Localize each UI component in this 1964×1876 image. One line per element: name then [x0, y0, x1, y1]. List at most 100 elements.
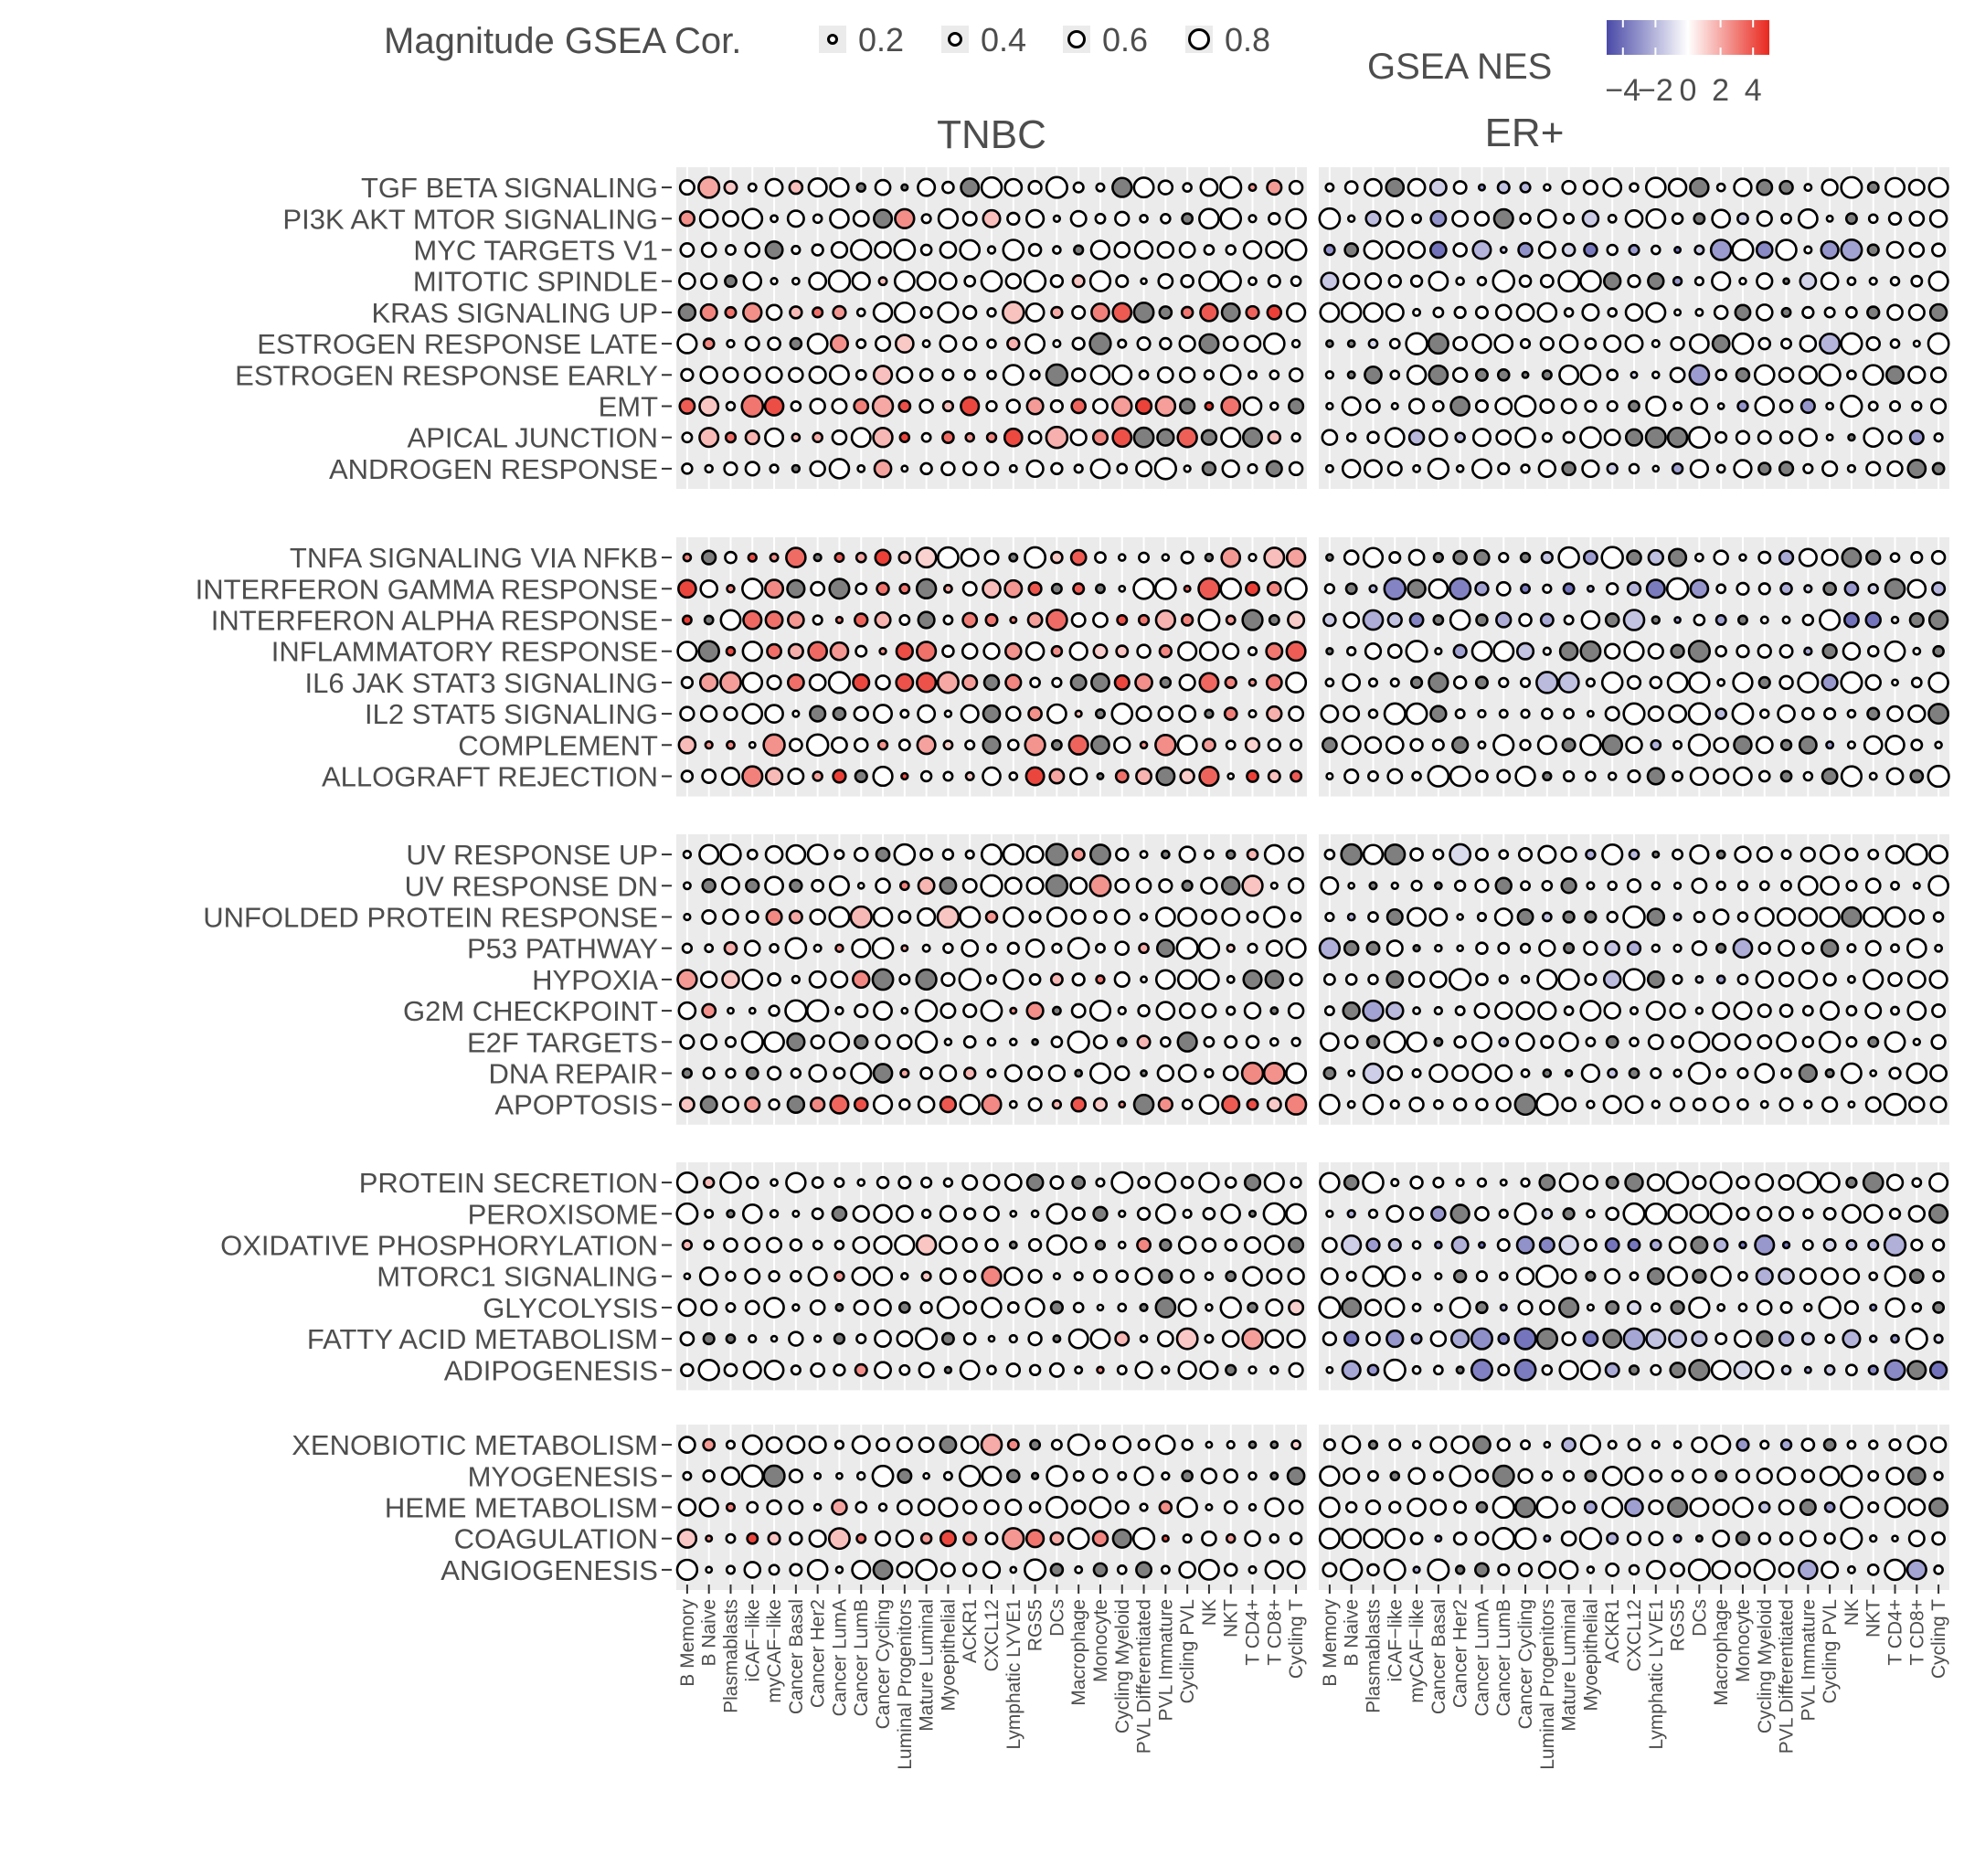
dot — [1137, 1438, 1151, 1452]
dot — [1691, 1330, 1708, 1348]
row-label: INFLAMMATORY RESPONSE — [271, 636, 658, 668]
dot — [1116, 1036, 1128, 1048]
dot — [702, 1437, 717, 1452]
dot — [1520, 1068, 1531, 1078]
dot — [1628, 462, 1640, 475]
dot — [1539, 273, 1555, 289]
dot — [1798, 906, 1819, 927]
dot — [1244, 737, 1261, 753]
dot — [1221, 1095, 1241, 1115]
dot — [1199, 177, 1219, 197]
dot — [1494, 876, 1513, 896]
dot — [677, 302, 697, 323]
dot — [809, 397, 826, 415]
dot — [1341, 1360, 1362, 1381]
dot — [1181, 1098, 1194, 1110]
dot — [742, 270, 763, 291]
dot — [1263, 546, 1286, 569]
row-label: COMPLEMENT — [458, 729, 658, 761]
dot — [1711, 334, 1731, 354]
dot — [1911, 1177, 1923, 1188]
dot — [1819, 333, 1842, 355]
dot — [1177, 641, 1198, 662]
dot — [770, 214, 780, 224]
dot — [1199, 1360, 1219, 1380]
dot — [1027, 179, 1043, 196]
dot — [1136, 1034, 1152, 1050]
dot — [984, 910, 999, 924]
dot — [1455, 276, 1465, 286]
dot — [1224, 675, 1237, 690]
dot — [1867, 848, 1880, 861]
x-tick-label: T CD4+ — [1243, 1599, 1264, 1666]
dot — [876, 739, 889, 751]
dot — [1269, 881, 1279, 890]
x-tick-label: Cycling T — [1928, 1599, 1949, 1679]
dot — [1432, 1176, 1445, 1189]
dot — [1118, 1100, 1127, 1109]
dot — [851, 938, 872, 959]
dot — [1204, 401, 1215, 411]
dot — [1454, 1564, 1466, 1575]
dot — [1863, 906, 1884, 928]
x-tick-label: B Memory — [1320, 1599, 1341, 1687]
dot — [1541, 879, 1554, 892]
dot — [1906, 938, 1927, 959]
x-tick-label: CXCL12 — [982, 1599, 1003, 1671]
dot — [1645, 1328, 1667, 1350]
dot — [1669, 1362, 1686, 1379]
dot — [1322, 1330, 1338, 1347]
dot — [1134, 1267, 1153, 1286]
dot — [1803, 1099, 1813, 1109]
dot — [1177, 1064, 1197, 1083]
dot — [1799, 1530, 1817, 1548]
dot — [1365, 398, 1381, 414]
dot — [1225, 614, 1237, 626]
dot — [1455, 1178, 1465, 1188]
dot — [915, 1234, 938, 1256]
dot — [1088, 1496, 1112, 1519]
dot — [1493, 907, 1513, 927]
dot — [1864, 673, 1882, 692]
dot — [1265, 1298, 1284, 1317]
dot — [834, 1565, 844, 1574]
dot — [1343, 611, 1361, 629]
dot — [1242, 427, 1264, 449]
dot — [1605, 1299, 1620, 1315]
dot — [1886, 303, 1904, 322]
dot — [1755, 303, 1774, 322]
dot — [877, 276, 888, 287]
dot — [962, 1331, 977, 1346]
dot — [1071, 972, 1086, 987]
dot — [791, 974, 802, 985]
dot — [943, 1037, 953, 1047]
dot — [915, 578, 938, 600]
dot — [1537, 459, 1557, 479]
dot — [1429, 240, 1448, 260]
dot — [941, 368, 955, 382]
dot — [677, 1298, 697, 1318]
dot — [1582, 179, 1599, 196]
dot — [764, 427, 785, 448]
dot — [853, 1034, 869, 1050]
dot — [1604, 1267, 1621, 1285]
dot — [763, 1297, 785, 1319]
dot — [1672, 1068, 1683, 1078]
dot — [962, 1034, 977, 1049]
dot — [873, 1203, 893, 1224]
dot — [961, 877, 978, 894]
dot — [1288, 1500, 1304, 1515]
dot — [827, 671, 852, 694]
dot — [1226, 1439, 1236, 1450]
dot — [748, 1006, 757, 1015]
dot — [1197, 1558, 1220, 1581]
dot — [1713, 304, 1729, 321]
dot — [1451, 1064, 1470, 1083]
dot — [1586, 1565, 1596, 1574]
dot — [1586, 1209, 1596, 1219]
dot — [1736, 880, 1749, 892]
dot — [748, 740, 757, 749]
dot — [1050, 305, 1064, 320]
dot — [1023, 270, 1047, 293]
dot — [1386, 643, 1403, 660]
